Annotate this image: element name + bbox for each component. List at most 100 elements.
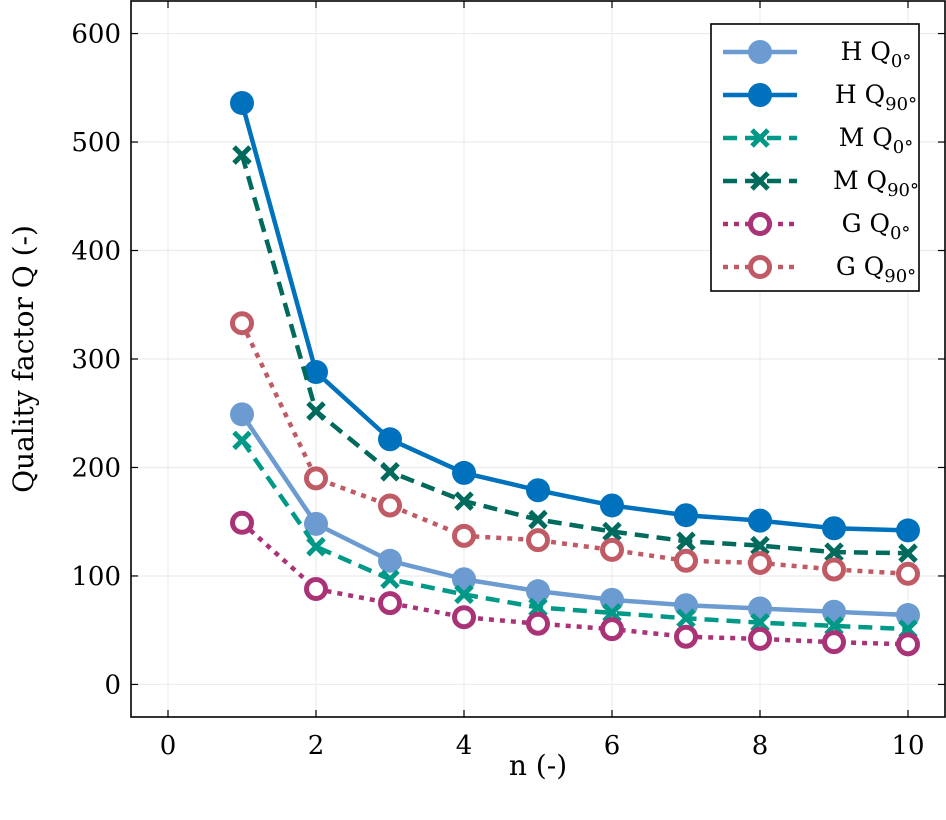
data-point — [378, 427, 402, 452]
data-point — [750, 128, 770, 148]
y-tick-label: 400 — [71, 237, 121, 267]
data-point — [526, 579, 550, 604]
data-point — [600, 493, 624, 518]
y-tick-label: 600 — [71, 20, 121, 50]
data-point — [232, 430, 252, 451]
x-tick-label: 0 — [160, 731, 177, 761]
data-point — [378, 493, 402, 518]
legend: H Q0°H Q90°M Q0°M Q90°G Q0°G Q90° — [710, 23, 920, 292]
series-4 — [232, 145, 918, 563]
data-point — [748, 508, 772, 533]
data-point — [748, 212, 772, 236]
data-point — [230, 510, 254, 535]
data-point — [452, 605, 476, 630]
data-point — [748, 40, 772, 64]
data-point — [600, 617, 624, 642]
data-point — [230, 311, 254, 336]
series-line — [240, 439, 909, 632]
data-point — [378, 548, 402, 573]
legend-entry: M Q90° — [723, 166, 919, 201]
data-point — [824, 542, 844, 562]
series-line — [239, 154, 909, 556]
data-point — [230, 90, 254, 115]
legend-label: H Q90° — [835, 80, 917, 115]
data-point — [676, 531, 696, 552]
x-tick-label: 4 — [456, 731, 473, 761]
data-point — [380, 569, 400, 589]
data-point — [674, 593, 698, 618]
data-point — [602, 603, 622, 623]
data-point — [304, 511, 328, 536]
legend-label-subscript: 0° — [890, 223, 910, 244]
legend-label-subscript: 0° — [891, 51, 911, 72]
x-axis-label: n (-) — [509, 749, 567, 782]
legend-entry: M Q0° — [723, 123, 913, 158]
y-tick-label: 0 — [104, 670, 121, 700]
y-axis-label: Quality factor Q (-) — [7, 225, 40, 493]
legend-label-main: G Q — [836, 252, 884, 281]
data-point — [896, 632, 920, 657]
legend-label-main: M Q — [839, 123, 893, 152]
data-point — [526, 528, 550, 553]
data-point — [602, 521, 622, 542]
data-point — [232, 145, 252, 165]
legend-label-main: H Q — [841, 37, 891, 66]
data-point — [750, 171, 770, 191]
data-point — [822, 630, 846, 655]
data-point — [748, 255, 772, 279]
data-point — [898, 543, 918, 563]
legend-entry: H Q90° — [723, 80, 917, 115]
x-tick-label: 6 — [604, 731, 621, 761]
series-line — [240, 521, 909, 647]
data-point — [452, 460, 476, 485]
legend-label-subscript: 0° — [893, 137, 913, 158]
data-point — [822, 557, 846, 582]
y-tick-label: 500 — [71, 128, 121, 158]
y-tick-label: 300 — [71, 345, 121, 375]
data-point — [304, 466, 328, 491]
data-point — [674, 624, 698, 649]
legend-label: H Q0° — [841, 37, 912, 72]
data-point — [600, 587, 624, 612]
series-1 — [230, 402, 920, 628]
data-point — [896, 518, 920, 543]
legend-entry: G Q90° — [723, 252, 916, 287]
data-point — [600, 537, 624, 562]
legend-entry: H Q0° — [723, 37, 911, 72]
legend-label-subscript: 90° — [884, 266, 916, 287]
y-tick-label: 200 — [71, 453, 121, 483]
x-tick-label: 10 — [891, 731, 924, 761]
legend-label: M Q0° — [839, 123, 914, 158]
data-point — [748, 626, 772, 651]
series-line — [240, 413, 909, 618]
x-tick-label: 8 — [752, 731, 769, 761]
legend-entry: G Q0° — [723, 209, 910, 244]
data-point — [230, 402, 254, 427]
legend-label-main: G Q — [842, 209, 890, 238]
data-point — [306, 401, 326, 421]
data-point — [674, 503, 698, 528]
legend-label-main: M Q — [833, 166, 887, 195]
legend-label: G Q0° — [842, 209, 911, 244]
data-point — [748, 550, 772, 575]
data-point — [304, 360, 328, 385]
series-6 — [230, 311, 920, 586]
data-point — [526, 611, 550, 636]
data-point — [824, 616, 844, 636]
data-point — [380, 462, 400, 482]
data-point — [676, 608, 696, 629]
data-point — [896, 561, 920, 586]
x-tick-label: 2 — [308, 731, 325, 761]
legend-label-subscript: 90° — [885, 94, 917, 115]
legend-label-subscript: 90° — [887, 180, 919, 201]
legend-label: G Q90° — [836, 252, 916, 287]
data-point — [454, 491, 474, 511]
series-group — [230, 90, 920, 657]
y-tick-label: 100 — [71, 562, 121, 592]
legend-box — [710, 23, 920, 292]
series-5 — [230, 510, 920, 657]
data-point — [378, 591, 402, 616]
data-point — [674, 548, 698, 573]
